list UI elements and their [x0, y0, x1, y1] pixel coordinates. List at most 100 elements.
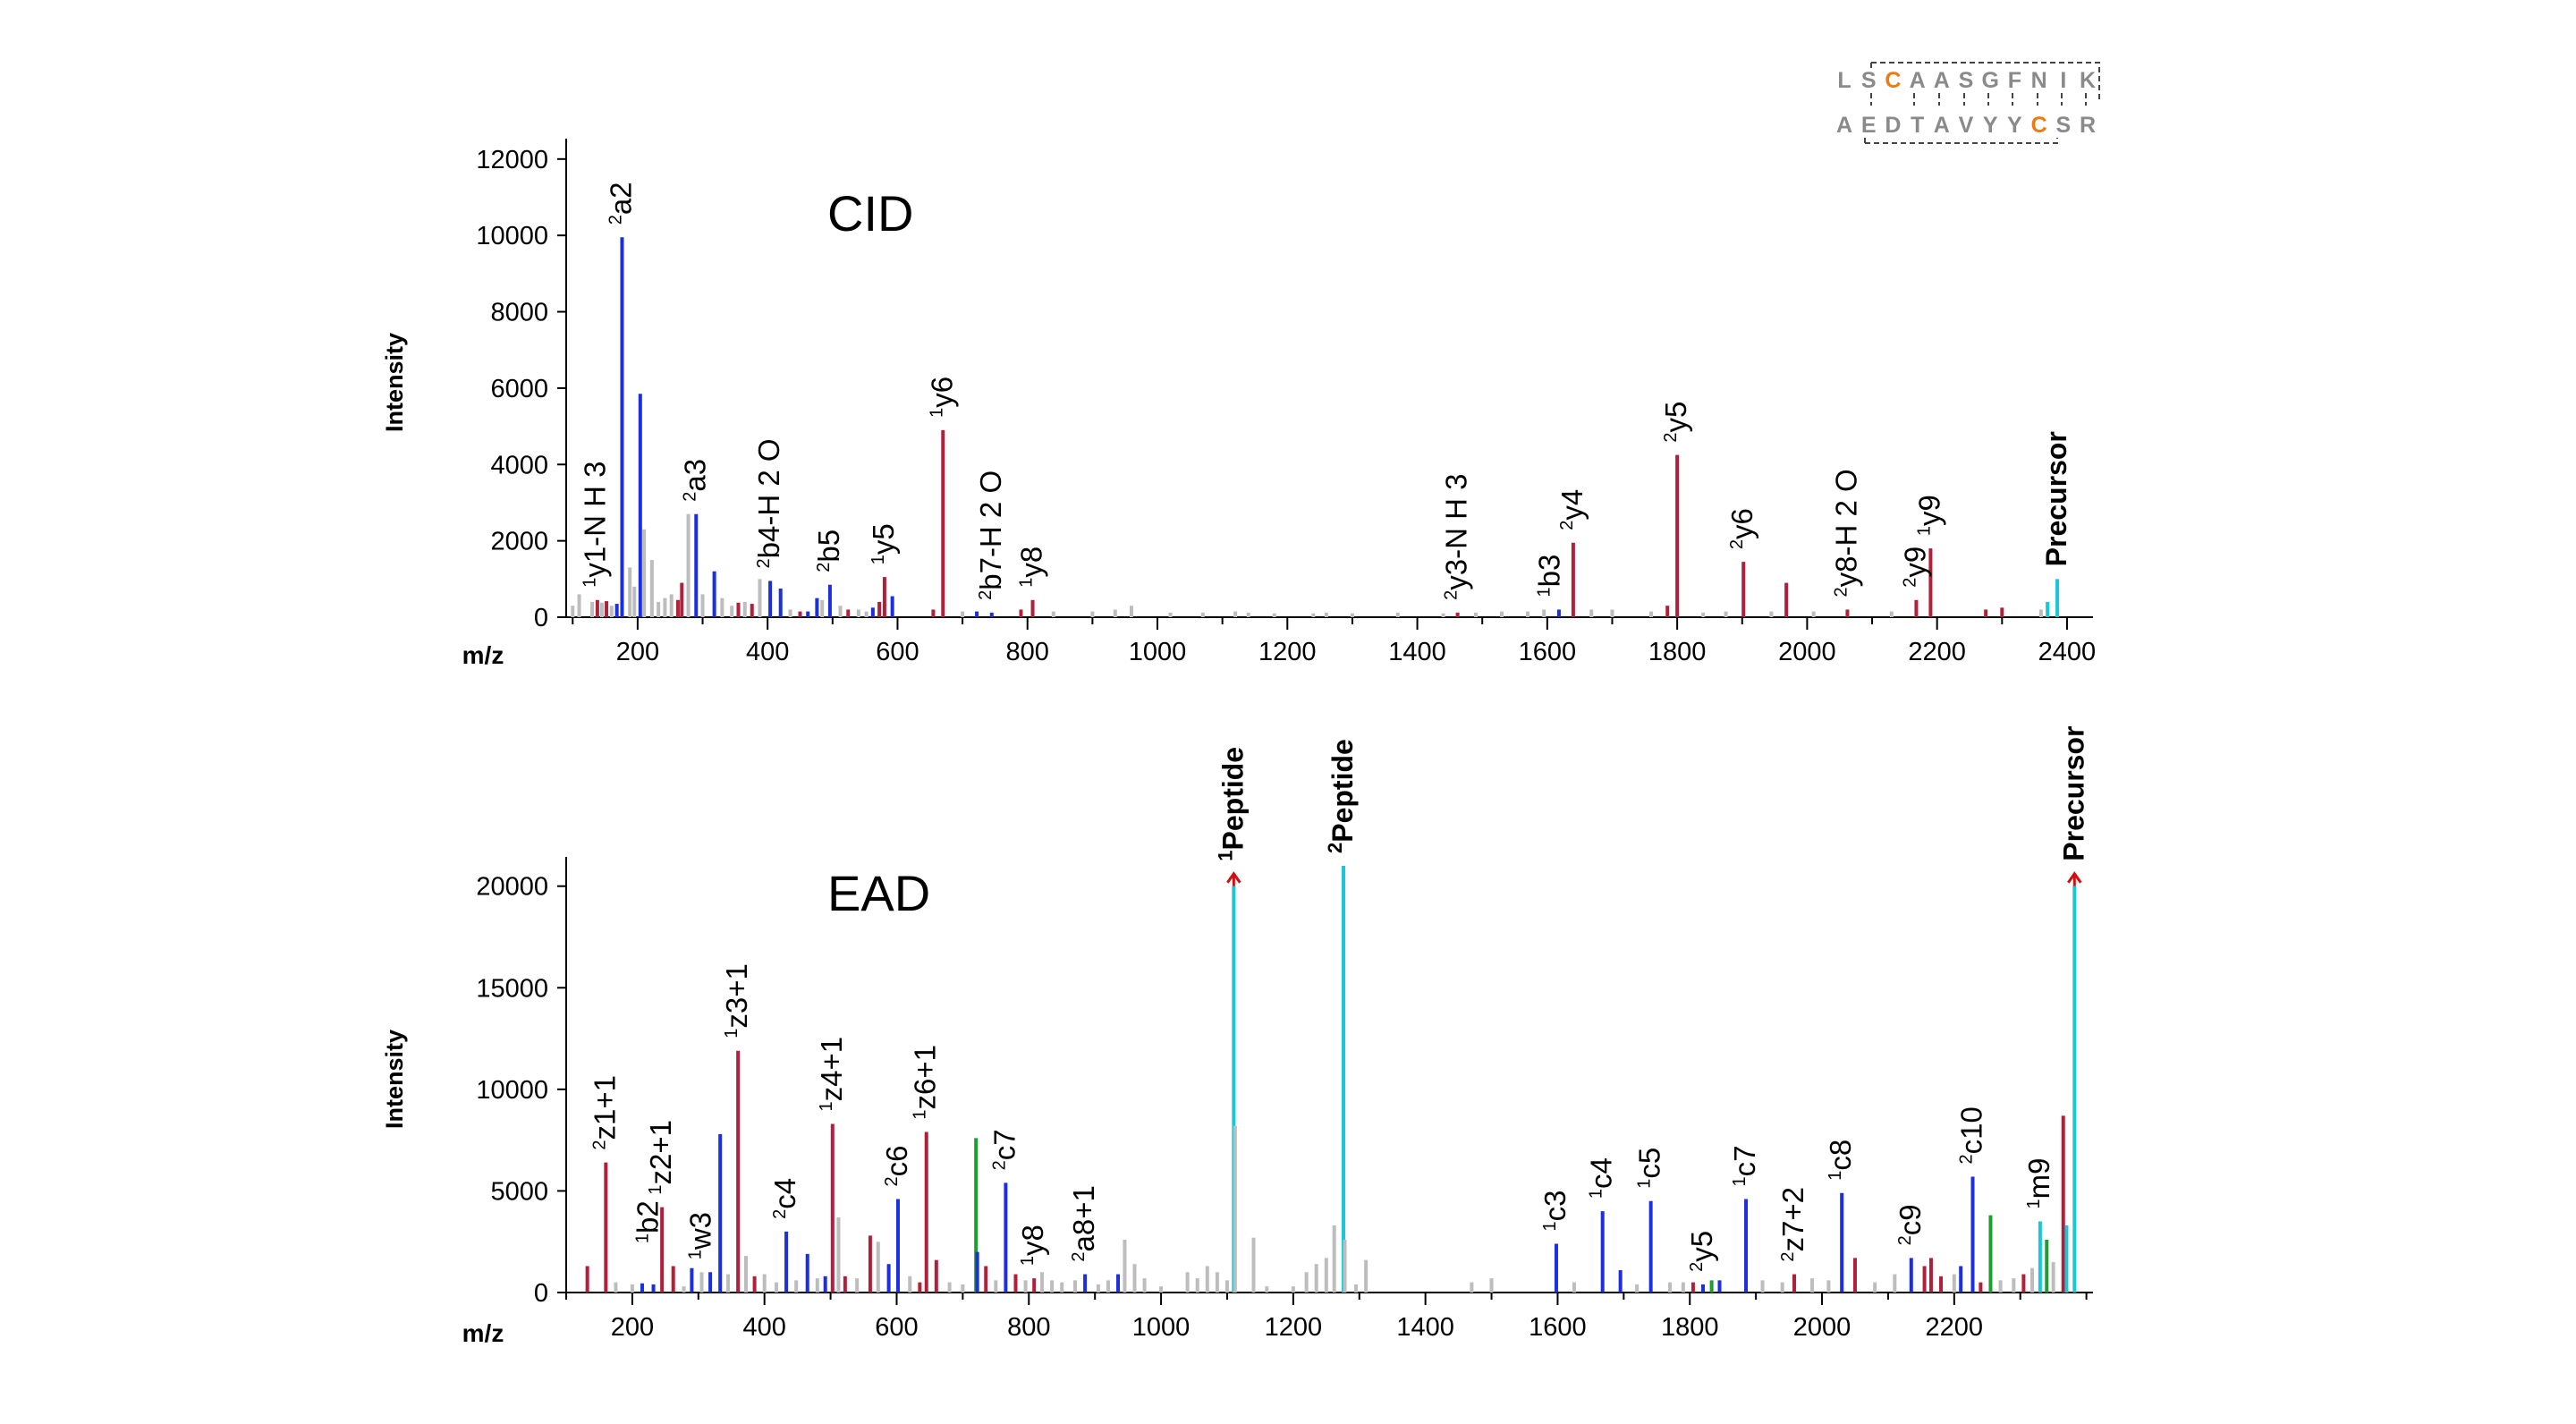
peak-arrow: [1226, 871, 1241, 884]
x-tick-label: 200: [616, 638, 659, 666]
annotation-text: b5: [812, 530, 845, 563]
sequence-letter-chain1: S: [1959, 68, 1974, 93]
peak-annotation: 2y3-N H 3: [1440, 474, 1473, 600]
peak-annotation: 2c6: [880, 1146, 913, 1187]
peak-annotation: 2y9: [1898, 547, 1931, 588]
peak-annotation: 2c10: [1955, 1106, 1988, 1164]
annotation-text: b4-H 2 O: [752, 438, 785, 558]
peak-annotation: 1m9: [2022, 1158, 2055, 1209]
annotation-text: y6: [1725, 508, 1758, 539]
peak-annotation: 2y8-H 2 O: [1829, 469, 1862, 597]
peptide-sequence-diagram: L S C A A S G F N I KA E D T A V Y Y C S R: [1836, 62, 2100, 144]
annotation-text: a2: [604, 182, 637, 215]
x-tick-label: 2200: [1908, 638, 1966, 666]
y-axis-label: Intensity: [381, 333, 408, 432]
x-tick-label: 2200: [1926, 1313, 1984, 1342]
peak-annotation: 1w3: [683, 1212, 716, 1259]
peak-annotation: 1c4: [1585, 1157, 1618, 1199]
annotation-text: y1-N H 3: [578, 461, 611, 577]
annotation-text: y9: [1912, 495, 1945, 526]
sequence-letter-chain2: D: [1885, 113, 1901, 138]
annotation-text: y5: [1659, 402, 1692, 433]
sequence-letter-chain1: N: [2031, 68, 2047, 93]
peak-annotation: 2a8+1: [1067, 1185, 1100, 1261]
peak-annotation: 1c7: [1728, 1146, 1761, 1187]
sequence-letter-chain2: T: [1911, 113, 1924, 138]
annotation-text: z3+1: [720, 963, 753, 1028]
annotation-superscript: 2: [1900, 578, 1919, 588]
annotation-text: c8: [1824, 1140, 1857, 1171]
annotation-text: c7: [1728, 1146, 1761, 1177]
y-tick-label: 5000: [490, 1177, 548, 1206]
annotation-superscript: 2: [1895, 1235, 1915, 1245]
annotation-text: y8: [1016, 1225, 1049, 1256]
x-tick-label: 1000: [1129, 638, 1187, 666]
annotation-superscript: 2: [1957, 1154, 1977, 1164]
panel-title: CID: [827, 185, 913, 242]
annotation-text: w3: [683, 1212, 716, 1250]
peak-annotation: 2c7: [987, 1129, 1021, 1170]
annotation-text: b7-H 2 O: [974, 470, 1007, 590]
y-tick-label: 8000: [490, 299, 548, 327]
annotation-text: c5: [1633, 1148, 1666, 1179]
annotation-superscript: 2: [814, 563, 834, 572]
peak-annotation: 1y8: [1015, 547, 1048, 588]
annotation-superscript: 1: [1730, 1176, 1750, 1186]
annotation-text: Peptide: [1216, 747, 1249, 851]
annotation-superscript: 2: [1557, 521, 1577, 530]
sequence-letter-chain1: K: [2080, 68, 2096, 93]
annotation-text: c10: [1955, 1106, 1988, 1154]
annotation-superscript: 1: [1017, 578, 1037, 588]
annotation-text: c7: [987, 1129, 1021, 1160]
sequence-letter-chain1: L: [1837, 68, 1851, 93]
x-tick-label: 1600: [1519, 638, 1577, 666]
peak-annotation: 2y5: [1659, 402, 1692, 443]
annotation-text: b3: [1532, 555, 1565, 588]
sequence-letter-chain2: A: [1836, 113, 1852, 138]
annotation-superscript: 2: [1661, 432, 1681, 442]
x-tick-label: 1600: [1529, 1313, 1587, 1342]
peak-annotation: 1y8: [1016, 1225, 1049, 1266]
annotation-superscript: 1: [1587, 1189, 1606, 1199]
annotation-text: m9: [2022, 1158, 2055, 1199]
annotation-superscript: 2: [989, 1160, 1009, 1170]
annotation-superscript: 1: [685, 1250, 705, 1259]
x-tick-label: 1800: [1661, 1313, 1719, 1342]
annotation-superscript: 1: [1826, 1171, 1845, 1181]
x-tick-label: 400: [746, 638, 789, 666]
annotation-superscript: 1: [911, 1109, 930, 1119]
annotation-superscript: 1: [580, 578, 599, 588]
annotation-superscript: 1: [722, 1029, 741, 1038]
peak-annotation: 2z7+2: [1776, 1187, 1809, 1262]
x-axis-label: m/z: [462, 641, 504, 669]
peak-annotation: Precursor: [2057, 726, 2089, 861]
x-tick-label: 200: [611, 1313, 654, 1342]
sequence-letter-chain2: C: [2031, 113, 2047, 138]
annotation-text: b2: [631, 1200, 664, 1233]
annotation-text: Precursor: [2040, 431, 2072, 566]
annotation-text: Peptide: [1326, 739, 1359, 843]
peak-annotation: 1z4+1: [815, 1037, 848, 1112]
sequence-letter-chain2: Y: [1983, 113, 1998, 138]
peak-annotation: 2z1+1: [588, 1075, 621, 1150]
y-tick-label: 4000: [490, 451, 548, 479]
annotation-text: z4+1: [815, 1037, 848, 1101]
peak-annotation: 2b4-H 2 O: [752, 438, 785, 568]
y-tick-label: 15000: [476, 974, 548, 1003]
annotation-text: y5: [1685, 1231, 1718, 1262]
annotation-superscript: 2: [770, 1209, 790, 1219]
annotation-superscript: 1: [2024, 1199, 2044, 1208]
y-tick-label: 6000: [490, 375, 548, 403]
annotation-superscript: 2: [1778, 1251, 1798, 1261]
annotation-superscript: 1: [632, 1233, 652, 1243]
sequence-letter-chain1: I: [2060, 68, 2066, 93]
x-tick-label: 1200: [1258, 638, 1317, 666]
sequence-letter-chain1: A: [1910, 68, 1926, 93]
peak-annotation: 1y5: [867, 523, 900, 564]
peak-annotation: 1y6: [925, 377, 958, 418]
y-tick-label: 0: [534, 1279, 548, 1308]
x-tick-label: 600: [875, 1313, 918, 1342]
annotation-superscript: 1: [646, 1184, 665, 1194]
annotation-superscript: 2: [1687, 1262, 1707, 1272]
